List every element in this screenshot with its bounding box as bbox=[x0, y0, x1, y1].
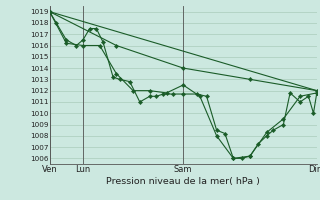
X-axis label: Pression niveau de la mer( hPa ): Pression niveau de la mer( hPa ) bbox=[106, 177, 260, 186]
